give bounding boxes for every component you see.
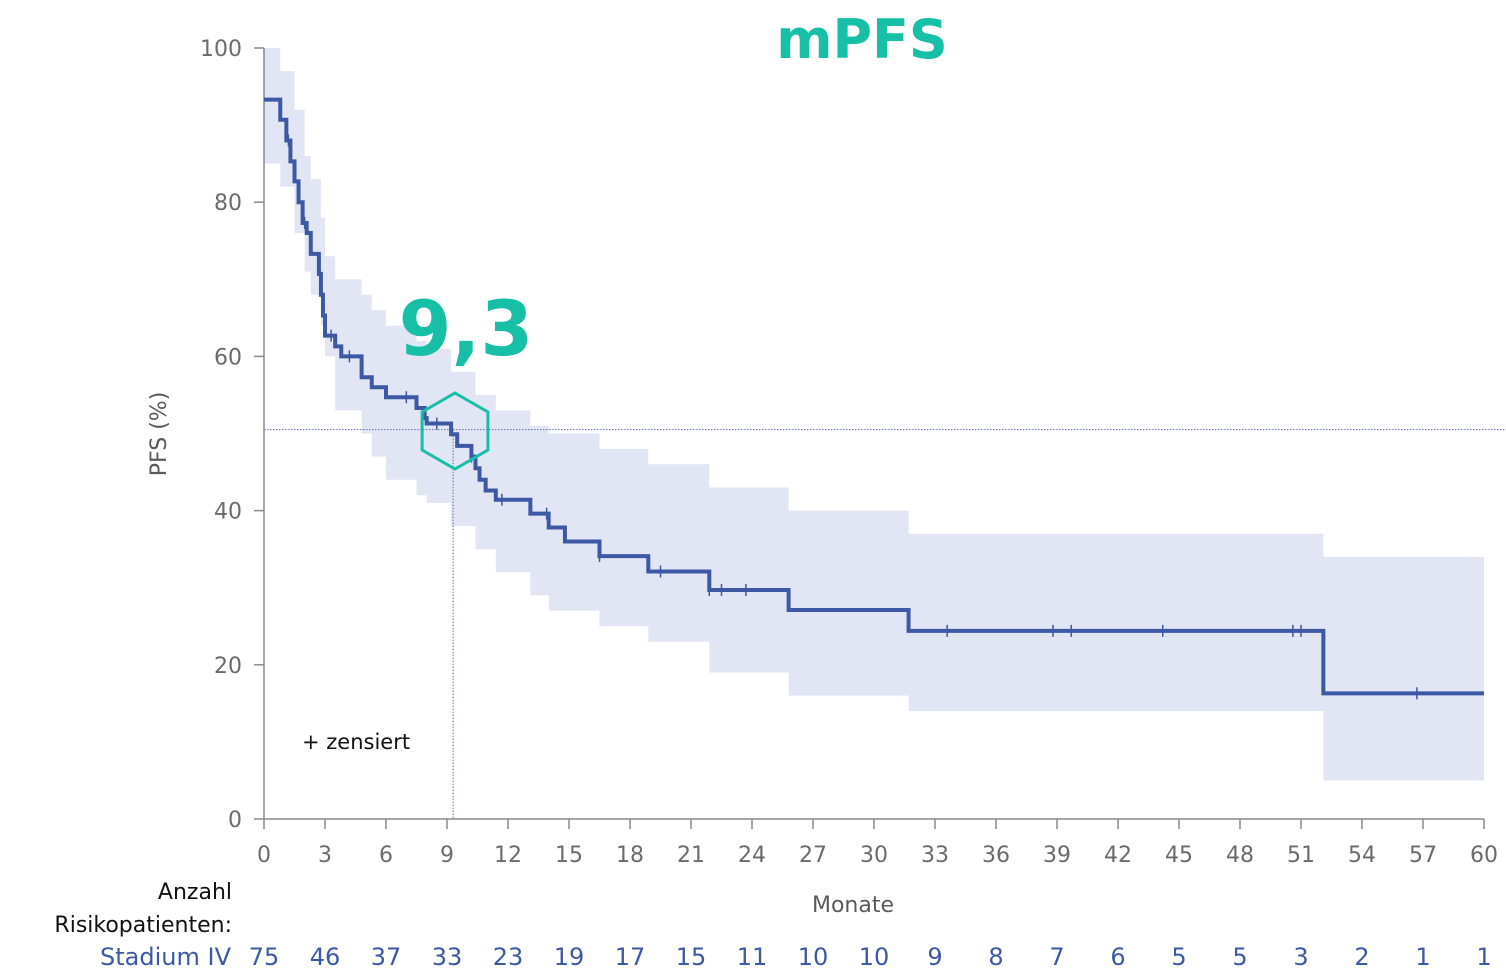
risk-table-value: 2 bbox=[1354, 943, 1369, 971]
x-tick-label: 57 bbox=[1409, 843, 1437, 868]
x-tick-label: 3 bbox=[318, 843, 332, 868]
x-tick-label: 12 bbox=[494, 843, 522, 868]
x-tick-label: 51 bbox=[1287, 843, 1315, 868]
x-tick-label: 18 bbox=[616, 843, 644, 868]
y-tick-label: 100 bbox=[200, 37, 242, 62]
risk-table-value: 11 bbox=[737, 943, 768, 971]
risk-table-value: 37 bbox=[371, 943, 402, 971]
x-tick-label: 0 bbox=[257, 843, 271, 868]
censor-note: + zensiert bbox=[302, 730, 410, 754]
risk-table-value: 3 bbox=[1293, 943, 1308, 971]
y-tick-label: 60 bbox=[214, 345, 242, 370]
risk-table-value: 19 bbox=[554, 943, 585, 971]
risk-table-value: 8 bbox=[988, 943, 1003, 971]
chart-title: mPFS bbox=[776, 8, 948, 71]
x-tick-label: 6 bbox=[379, 843, 393, 868]
risk-table-value: 9 bbox=[927, 943, 942, 971]
confidence-band-layer bbox=[264, 48, 1484, 781]
confidence-band bbox=[264, 48, 1484, 781]
risk-table-value: 17 bbox=[615, 943, 646, 971]
x-tick-label: 48 bbox=[1226, 843, 1254, 868]
x-tick-label: 24 bbox=[738, 843, 766, 868]
risk-table-header-line1: Anzahl bbox=[158, 880, 232, 905]
x-tick-label: 36 bbox=[982, 843, 1010, 868]
risk-table-value: 23 bbox=[493, 943, 524, 971]
x-tick-label: 39 bbox=[1043, 843, 1071, 868]
x-tick-label: 42 bbox=[1104, 843, 1132, 868]
y-axis-title: PFS (%) bbox=[147, 392, 172, 477]
x-tick-label: 60 bbox=[1470, 843, 1498, 868]
x-tick-label: 33 bbox=[921, 843, 949, 868]
risk-table-value: 1 bbox=[1415, 943, 1430, 971]
x-tick-label: 45 bbox=[1165, 843, 1193, 868]
y-tick-label: 40 bbox=[214, 500, 242, 525]
median-value-label: 9,3 bbox=[399, 284, 534, 373]
risk-table-header-line2: Risikopatienten: bbox=[54, 913, 232, 938]
risk-table-value: 33 bbox=[432, 943, 463, 971]
risk-table-value: 10 bbox=[798, 943, 829, 971]
risk-table-value: 1 bbox=[1476, 943, 1491, 971]
risk-table-value: 75 bbox=[249, 943, 280, 971]
risk-table-value: 6 bbox=[1110, 943, 1125, 971]
risk-table-value: 7 bbox=[1049, 943, 1064, 971]
risk-table-value: 5 bbox=[1232, 943, 1247, 971]
y-tick-label: 0 bbox=[228, 808, 242, 833]
x-axis-title: Monate bbox=[812, 893, 894, 918]
risk-table-row-label: Stadium IV bbox=[100, 943, 232, 971]
risk-table-value: 15 bbox=[676, 943, 707, 971]
y-tick-label: 20 bbox=[214, 654, 242, 679]
x-tick-label: 30 bbox=[860, 843, 888, 868]
risk-table-value: 46 bbox=[310, 943, 341, 971]
risk-table-value: 5 bbox=[1171, 943, 1186, 971]
risk-table-values: 75 46 37 33 23 19 17 15 11 10 10 9 8 7 6 5 5 3 2 1 1 bbox=[249, 943, 1492, 971]
x-tick-label: 9 bbox=[440, 843, 454, 868]
risk-table-value: 10 bbox=[859, 943, 890, 971]
y-tick-label: 80 bbox=[214, 191, 242, 216]
x-tick-label: 27 bbox=[799, 843, 827, 868]
x-tick-label: 54 bbox=[1348, 843, 1376, 868]
x-tick-label: 21 bbox=[677, 843, 705, 868]
x-tick-label: 15 bbox=[555, 843, 583, 868]
